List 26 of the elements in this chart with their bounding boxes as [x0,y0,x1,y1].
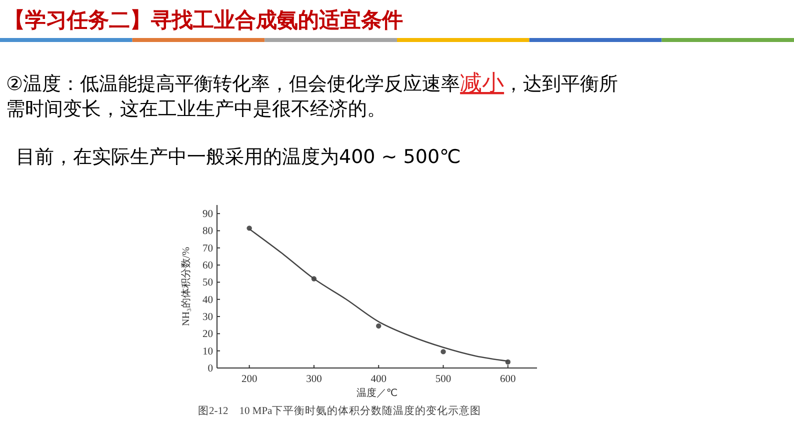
x-tick-label: 200 [241,374,258,385]
caption: 图2-12 10 MPa下平衡时氨的体积分数随温度的变化示意图 [198,404,482,417]
point [376,323,382,329]
chart-title: 【学习任务二】寻找工业合成氨的适宜条件 [4,8,403,32]
text: 需时间变长，这在工业生产中是很不经济的。 [6,98,386,120]
x-tick-label: 300 [306,374,322,385]
text: ，达到平衡所 [504,73,618,95]
x-tick-label: 500 [435,374,452,385]
y-tick-label: 10 [202,346,213,358]
y-tick-label: 90 [202,209,213,220]
x-tick-label: 400 [370,374,386,385]
text: 减小 [460,71,504,96]
point [440,349,446,354]
y-tick-label: 80 [202,226,213,238]
y-tick-label: 70 [202,243,213,254]
x-axis-title: 温度／℃ [356,387,398,399]
y-tick-label: 20 [202,329,213,340]
y-tick-label: 40 [202,294,213,306]
text: 目前，在实际生产中一般采用的温度为400 ~ 500℃ [16,146,461,168]
y-tick-label: 30 [202,312,213,324]
y-tick-label: 50 [202,278,213,289]
y-tick-label: 0 [208,364,213,374]
y-axis-title: NH₃的体积分数/% [180,246,192,326]
x-tick-label: 600 [500,374,516,385]
text: ②温度：低温能提高平衡转化率，但会使化学反应速率 [6,73,460,95]
y-tick-label: 60 [202,260,213,272]
